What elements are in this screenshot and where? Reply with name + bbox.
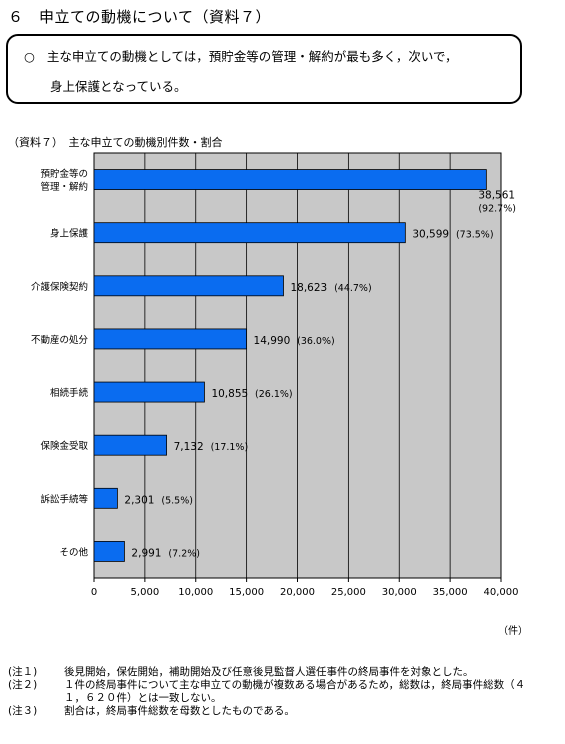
category-label: 保険金受取 bbox=[40, 440, 88, 452]
data-label: 2,301 bbox=[124, 494, 154, 506]
x-tick-label: 30,000 bbox=[382, 587, 417, 598]
percent-label: (26.1%) bbox=[255, 389, 293, 400]
percent-label: (36.0%) bbox=[297, 336, 335, 347]
summary-text-1: 主な申立ての動機としては，預貯金等の管理・解約が最も多く，次いで， bbox=[46, 49, 458, 64]
category-label: 管理・解約 bbox=[40, 181, 88, 193]
percent-label: (17.1%) bbox=[211, 442, 249, 453]
x-tick-label: 35,000 bbox=[433, 587, 468, 598]
data-label: 30,599 bbox=[412, 229, 449, 241]
percent-label: (44.7%) bbox=[334, 283, 372, 294]
note-label: (注２) bbox=[8, 679, 38, 691]
note-label: (注３) bbox=[8, 705, 38, 717]
notes: (注１) 後見開始，保佐開始，補助開始及び任意後見監督人選任事件の終局事件を対象… bbox=[8, 666, 534, 718]
percent-label: (73.5%) bbox=[456, 230, 494, 241]
note-1: (注１) 後見開始，保佐開始，補助開始及び任意後見監督人選任事件の終局事件を対象… bbox=[8, 666, 534, 679]
note-text: 割合は，終局事件総数を母数としたものである。 bbox=[64, 705, 295, 717]
unit-label: （件） bbox=[498, 626, 528, 637]
data-label: 2,991 bbox=[131, 547, 161, 559]
chart-caption: （資料７） 主な申立ての動機別件数・割合 bbox=[8, 136, 223, 149]
category-label: 相続手続 bbox=[50, 387, 89, 399]
bar bbox=[93, 381, 205, 403]
x-tick-label: 20,000 bbox=[280, 587, 315, 598]
x-tick-label: 15,000 bbox=[229, 587, 264, 598]
note-text: 後見開始，保佐開始，補助開始及び任意後見監督人選任事件の終局事件を対象とした。 bbox=[64, 666, 474, 678]
category-label: その他 bbox=[59, 546, 88, 558]
x-tick-label: 10,000 bbox=[178, 587, 213, 598]
bar-chart: 0 5,000 10,000 15,000 20,000 25,000 30,000 35,0… bbox=[31, 152, 519, 598]
note-2: (注２) １件の終局事件について主な申立ての動機が複数ある場合があるため，総数は… bbox=[8, 679, 534, 705]
data-label: 38,561 bbox=[478, 190, 515, 202]
data-label: 10,855 bbox=[211, 388, 248, 400]
category-label: 不動産の処分 bbox=[31, 334, 89, 346]
section-heading: ６ 申立ての動機について（資料７） bbox=[8, 8, 272, 26]
category-label: 身上保護 bbox=[50, 228, 89, 240]
x-tick-label: 0 bbox=[91, 587, 97, 598]
bar bbox=[93, 328, 247, 350]
summary-text-2: 身上保護となっている。 bbox=[50, 79, 187, 94]
category-label: 訴訟手続等 bbox=[40, 493, 88, 505]
summary-box: ○ 主な申立ての動機としては，預貯金等の管理・解約が最も多く，次いで， 身上保護… bbox=[6, 34, 522, 104]
bar bbox=[93, 434, 167, 456]
x-tick-label: 25,000 bbox=[331, 587, 366, 598]
bar bbox=[93, 541, 125, 562]
data-label: 18,623 bbox=[290, 282, 327, 294]
percent-label: (7.2%) bbox=[168, 548, 200, 559]
bar bbox=[93, 487, 118, 509]
bar bbox=[93, 222, 406, 244]
percent-label: (92.7%) bbox=[478, 204, 516, 215]
summary-bullet: ○ bbox=[24, 49, 35, 64]
note-label: (注１) bbox=[8, 666, 38, 678]
note-3: (注３) 割合は，終局事件総数を母数としたものである。 bbox=[8, 705, 534, 718]
x-tick-label: 40,000 bbox=[484, 587, 519, 598]
bar bbox=[93, 275, 284, 297]
summary-line-1: ○ 主な申立ての動機としては，預貯金等の管理・解約が最も多く，次いで， bbox=[24, 46, 458, 65]
x-tick-label: 5,000 bbox=[131, 587, 160, 598]
data-label: 7,132 bbox=[174, 441, 204, 453]
percent-label: (5.5%) bbox=[161, 495, 193, 506]
bar bbox=[93, 169, 487, 190]
category-label: 預貯金等の bbox=[40, 168, 88, 180]
category-label: 介護保険契約 bbox=[31, 281, 88, 293]
note-text: １件の終局事件について主な申立ての動機が複数ある場合があるため，総数は，終局事件… bbox=[64, 679, 526, 704]
data-label: 14,990 bbox=[254, 335, 291, 347]
